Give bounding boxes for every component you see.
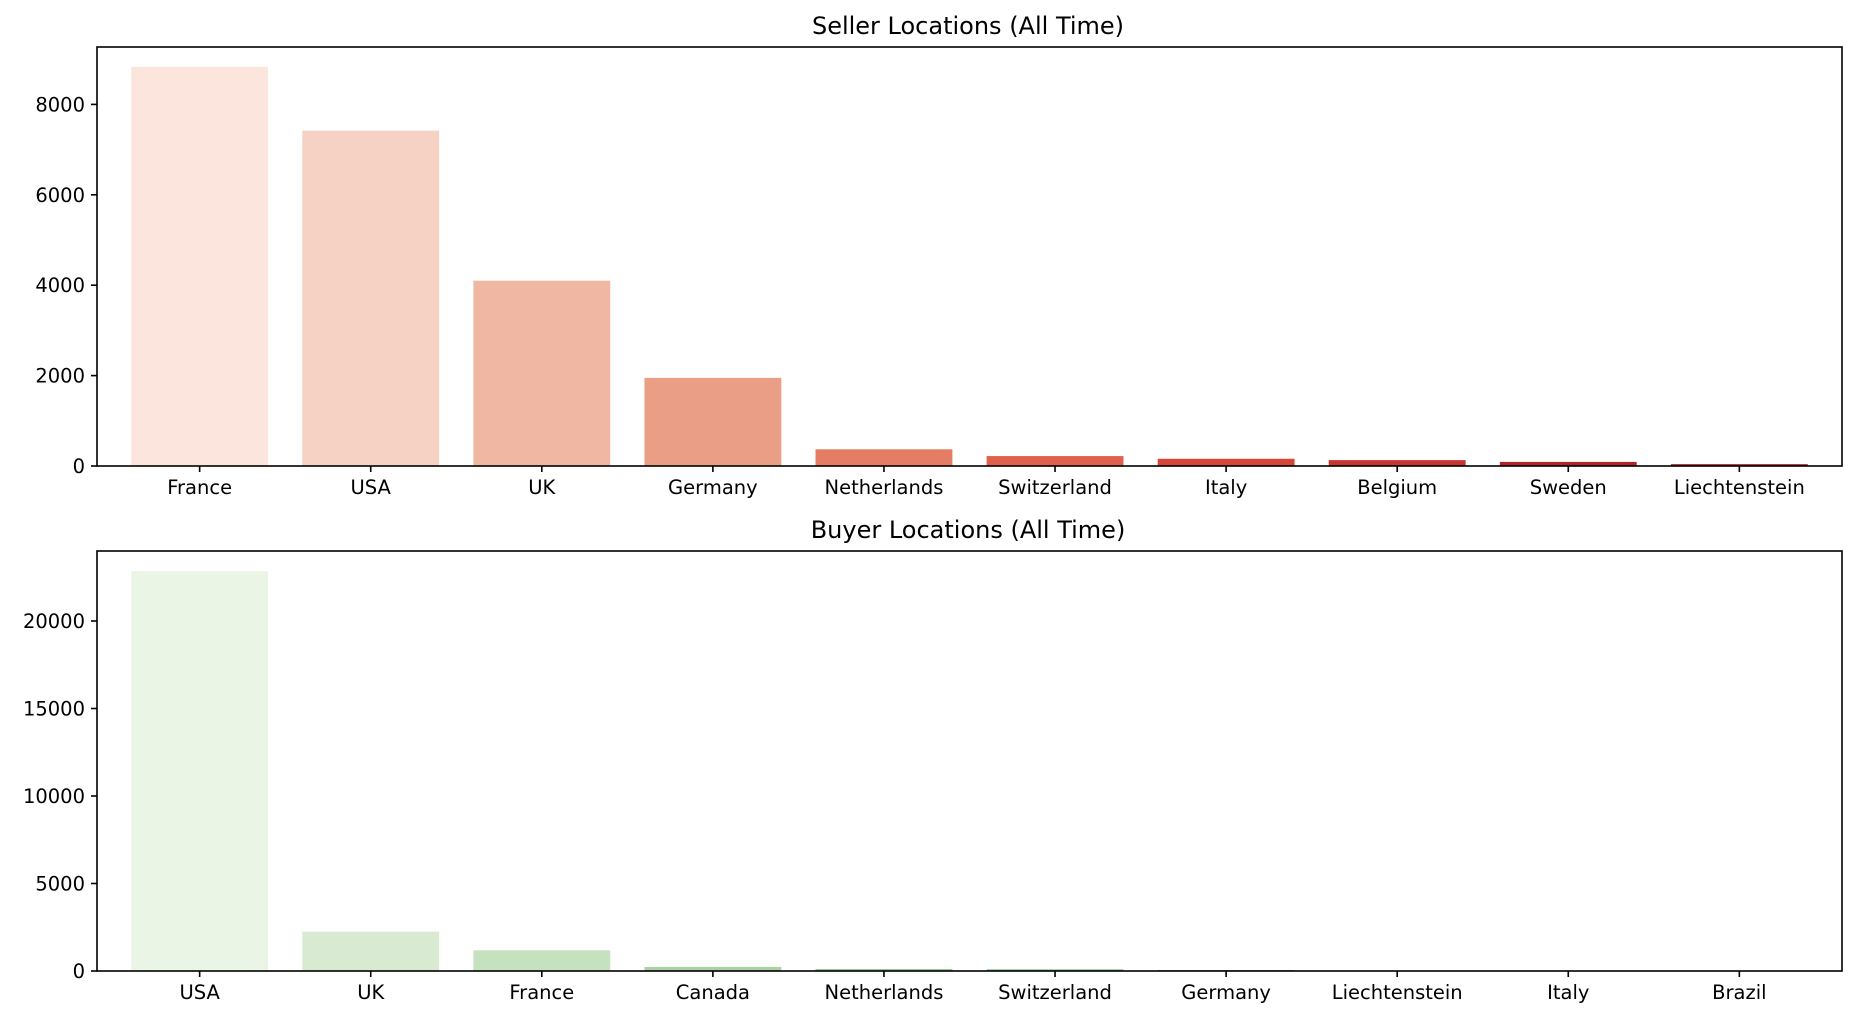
bar-netherlands <box>815 969 953 971</box>
x-axis: France USA UK Germany Netherlands Switzerland… <box>167 466 1805 499</box>
bar-netherlands <box>815 449 953 466</box>
x-tick-label: Germany <box>1181 981 1271 1004</box>
bars <box>131 571 1808 972</box>
bar-italy <box>1157 458 1295 466</box>
y-tick-label: 0 <box>73 455 85 478</box>
y-tick-label: 0 <box>73 960 85 983</box>
x-tick-label: Netherlands <box>825 981 944 1004</box>
y-tick-label: 6000 <box>35 184 85 207</box>
x-tick-label: Canada <box>676 981 750 1004</box>
y-axis: 0 5000 10000 15000 20000 <box>23 610 97 983</box>
x-tick-label: Germany <box>668 476 758 499</box>
plot-frame <box>96 550 1843 972</box>
y-tick-label: 2000 <box>35 365 85 388</box>
plot-frame <box>96 46 1843 467</box>
bar-sweden <box>1499 461 1637 466</box>
x-tick-label: Switzerland <box>998 476 1112 499</box>
bar-canada <box>644 966 782 971</box>
x-tick-label: Liechtenstein <box>1332 981 1463 1004</box>
bar-belgium <box>1328 460 1466 466</box>
bar-usa <box>302 130 440 466</box>
x-tick-label: Italy <box>1547 981 1589 1004</box>
x-tick-label: Liechtenstein <box>1674 476 1805 499</box>
bar-germany <box>644 377 782 466</box>
y-tick-label: 10000 <box>23 785 85 808</box>
x-tick-label: Netherlands <box>825 476 944 499</box>
bar-uk <box>473 280 611 466</box>
chart-title: Seller Locations (All Time) <box>812 12 1124 40</box>
x-tick-label: Switzerland <box>998 981 1112 1004</box>
chart-title: Buyer Locations (All Time) <box>811 516 1126 544</box>
x-tick-label: Belgium <box>1357 476 1437 499</box>
buyer-locations-chart: Buyer Locations (All Time) 0 5000 10000 150… <box>23 516 1843 1004</box>
x-tick-label: UK <box>528 476 556 499</box>
y-tick-label: 5000 <box>35 873 85 896</box>
bars <box>131 66 1808 466</box>
y-tick-label: 15000 <box>23 698 85 721</box>
x-axis: USA UK France Canada Netherlands Switzerland G… <box>179 971 1767 1004</box>
x-tick-label: Italy <box>1205 476 1247 499</box>
bar-france <box>131 66 269 466</box>
x-tick-label: Brazil <box>1712 981 1766 1004</box>
bar-usa <box>131 571 269 972</box>
x-tick-label: France <box>509 981 574 1004</box>
y-tick-label: 20000 <box>23 610 85 633</box>
bar-liechtenstein <box>1670 464 1808 466</box>
y-axis: 0 2000 4000 6000 8000 <box>35 93 97 478</box>
seller-locations-chart: Seller Locations (All Time) 0 2000 4000 600… <box>35 12 1843 499</box>
x-tick-label: France <box>167 476 232 499</box>
bar-switzerland <box>986 456 1124 466</box>
x-tick-label: USA <box>179 981 220 1004</box>
x-tick-label: UK <box>357 981 385 1004</box>
y-tick-label: 4000 <box>35 274 85 297</box>
bar-france <box>473 950 611 971</box>
y-tick-label: 8000 <box>35 93 85 116</box>
x-tick-label: Sweden <box>1530 476 1607 499</box>
bar-uk <box>302 931 440 972</box>
x-tick-label: USA <box>351 476 392 499</box>
